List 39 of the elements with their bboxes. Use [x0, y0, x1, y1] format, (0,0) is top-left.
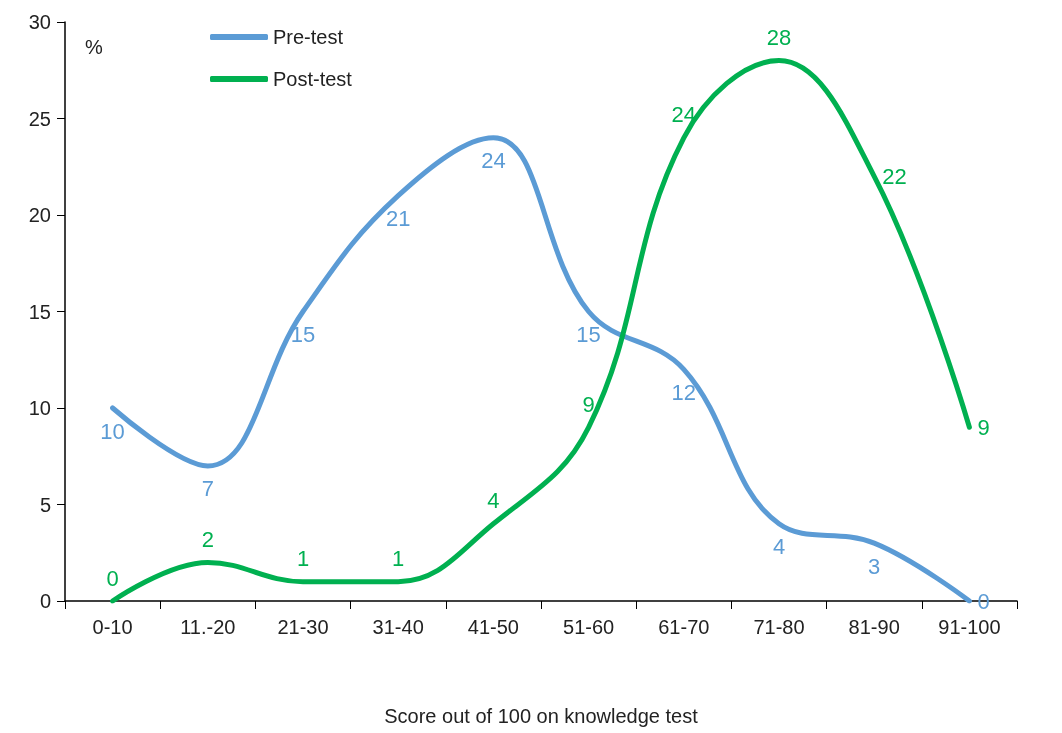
x-tick-label: 71-80	[753, 616, 805, 638]
data-label: 24	[481, 148, 506, 174]
data-label: 3	[868, 553, 881, 579]
data-label: 0	[106, 565, 119, 591]
data-label: 7	[201, 476, 214, 502]
x-tick-label: 31-40	[372, 616, 424, 638]
data-label: 12	[671, 379, 697, 405]
data-label: 4	[487, 488, 500, 514]
y-tick-label: 15	[28, 300, 51, 323]
data-label: 10	[100, 418, 125, 444]
data-label: 22	[882, 163, 907, 189]
y-tick-label: 25	[28, 107, 51, 130]
x-tick-label: 21-30	[277, 616, 329, 638]
x-tick-label: 0-10	[92, 616, 133, 638]
data-label: 2	[201, 526, 214, 552]
x-axis-title: Score out of 100 on knowledge test	[384, 705, 699, 727]
data-label: 15	[290, 322, 316, 347]
data-label: 1	[296, 546, 310, 572]
data-label: 21	[385, 206, 411, 232]
x-tick-label: 61-70	[658, 616, 710, 638]
y-tick-label: 0	[39, 590, 51, 612]
x-tick-label: 81-90	[848, 616, 900, 638]
y-tick-label: 30	[28, 11, 51, 33]
data-label: 9	[977, 414, 990, 440]
data-label: 4	[772, 534, 786, 560]
x-tick-label: 11.-20	[180, 616, 236, 638]
y-tick-label: 5	[39, 493, 51, 516]
legend-label: Pre-test	[273, 26, 344, 48]
data-label: 9	[582, 391, 595, 417]
y-tick-label: 20	[28, 204, 51, 226]
legend-label: Post-test	[273, 68, 353, 90]
data-label: 28	[766, 25, 792, 51]
x-tick-label: 41-50	[467, 616, 519, 638]
y-axis-title: %	[85, 36, 103, 58]
x-tick-label: 91-100	[938, 616, 1001, 638]
x-tick-label: 51-60	[563, 616, 615, 638]
data-label: 15	[576, 322, 601, 347]
data-label: 1	[392, 546, 405, 572]
y-tick-label: 10	[28, 397, 51, 419]
